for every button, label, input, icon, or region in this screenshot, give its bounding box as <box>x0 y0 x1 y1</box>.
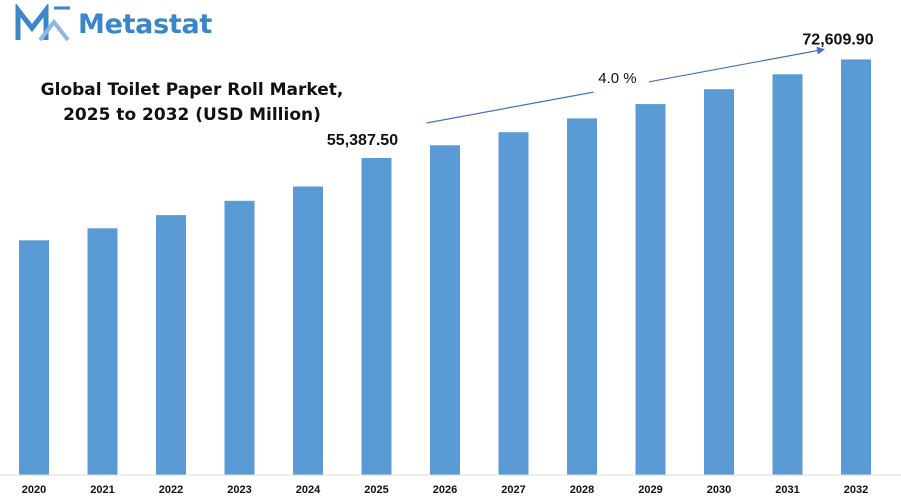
bar-2020 <box>19 240 49 475</box>
x-tick-label-2028: 2028 <box>570 484 594 496</box>
x-tick-label-2030: 2030 <box>707 484 731 496</box>
cagr-trend-arrow <box>648 46 825 83</box>
chart-title-line-2: 2025 to 2032 (USD Million) <box>63 105 321 125</box>
cagr-trend-line <box>426 91 594 124</box>
x-tick-label-2024: 2024 <box>296 484 321 496</box>
data-label-2032: 72,609.90 <box>802 31 873 48</box>
bar-2028 <box>567 118 597 476</box>
x-tick-label-2032: 2032 <box>844 484 868 496</box>
bar-2027 <box>498 132 529 475</box>
brand-logo: Metastat <box>14 4 212 44</box>
bar-2025 <box>361 158 392 475</box>
bar-2029 <box>635 104 666 475</box>
bar-2032 <box>841 59 871 476</box>
x-tick-label-2031: 2031 <box>775 484 799 496</box>
x-tick-label-2029: 2029 <box>638 484 662 496</box>
bar-2030 <box>704 89 734 475</box>
bar-2024 <box>293 186 323 475</box>
bar-2021 <box>87 228 118 475</box>
bar-2023 <box>224 200 255 476</box>
x-tick-label-2023: 2023 <box>227 484 251 496</box>
x-tick-label-2022: 2022 <box>159 484 183 496</box>
x-tick-label-2020: 2020 <box>22 484 46 496</box>
chart-title: Global Toilet Paper Roll Market, 2025 to… <box>22 78 362 128</box>
x-tick-label-2026: 2026 <box>433 484 457 496</box>
bar-2026 <box>430 145 460 476</box>
bar-2031 <box>772 74 803 476</box>
data-label-2025: 55,387.50 <box>327 132 398 149</box>
cagr-label: 4.0 % <box>598 70 636 87</box>
x-tick-label-2027: 2027 <box>501 484 525 496</box>
bar-2022 <box>156 215 186 475</box>
chart-title-line-1: Global Toilet Paper Roll Market, <box>40 80 344 100</box>
brand-name: Metastat <box>78 8 213 40</box>
x-tick-label-2025: 2025 <box>364 484 388 496</box>
metastat-logo-icon <box>15 4 70 42</box>
x-tick-label-2021: 2021 <box>90 484 114 496</box>
